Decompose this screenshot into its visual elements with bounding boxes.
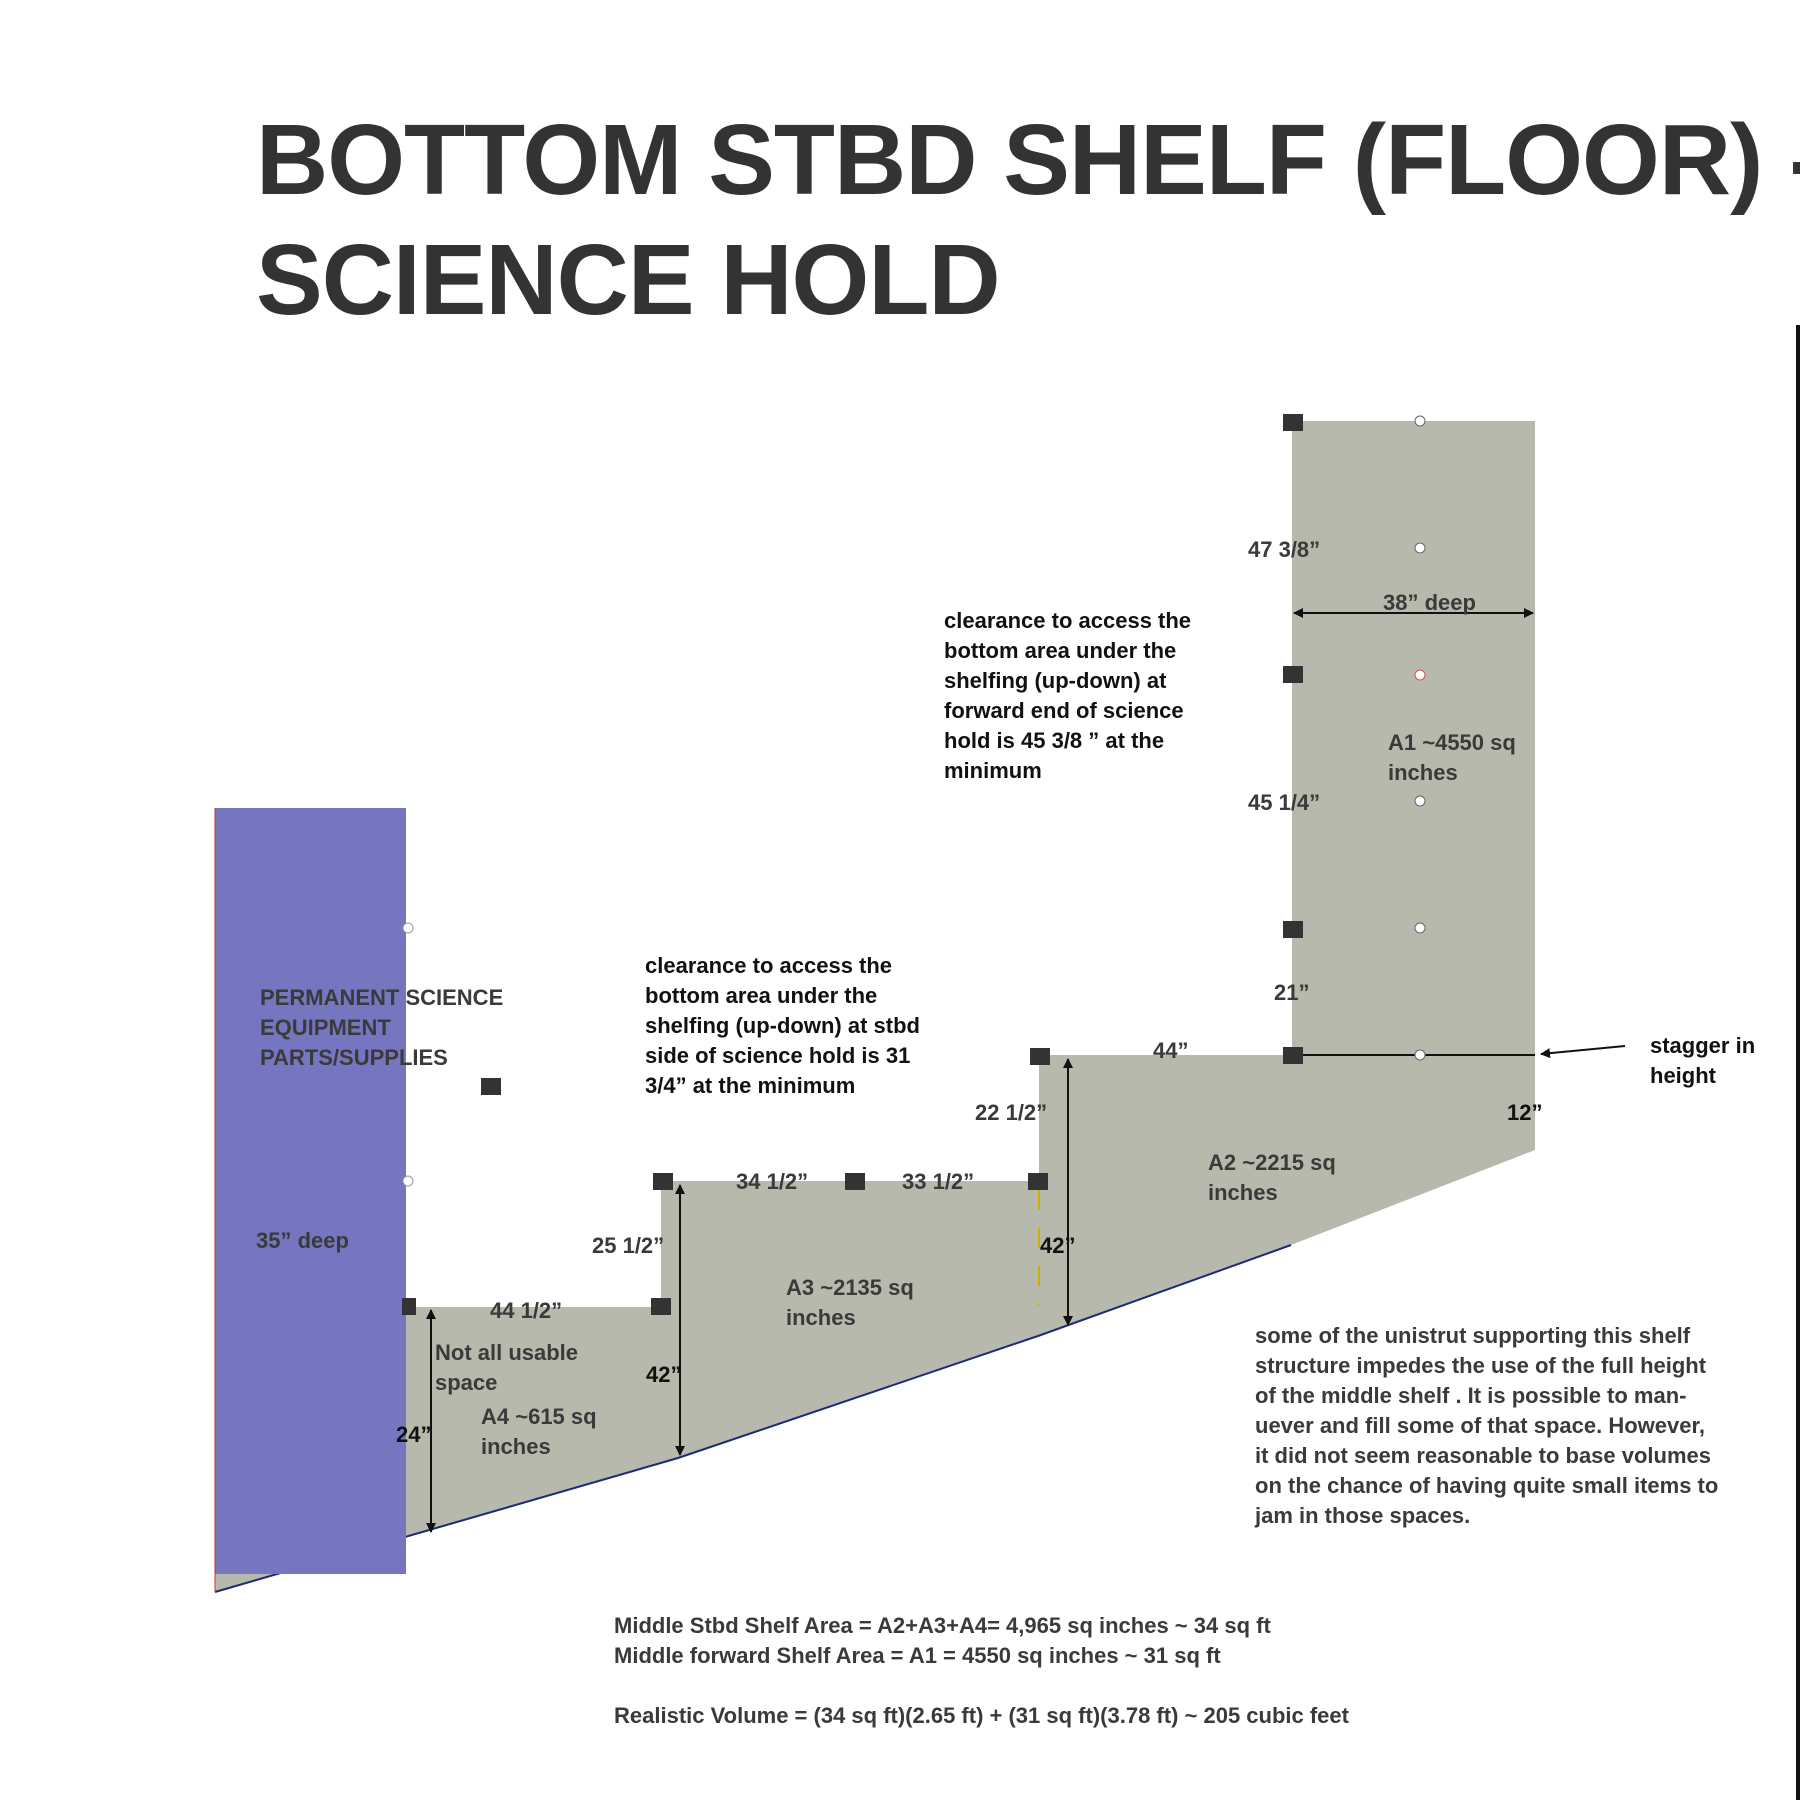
a2-label-line1: A2 ~2215 sq — [1208, 1150, 1336, 1175]
summary-line1: Middle Stbd Shelf Area = A2+A3+A4= 4,965… — [614, 1613, 1271, 1638]
summary-line3: Realistic Volume = (34 sq ft)(2.65 ft) +… — [614, 1703, 1349, 1728]
marker — [1283, 1047, 1303, 1064]
equipment-depth-label: 35” deep — [256, 1228, 349, 1253]
marker — [402, 1298, 416, 1315]
a2-label-line2: inches — [1208, 1180, 1278, 1205]
dim-45-1-4: 45 1/4” — [1248, 790, 1320, 815]
dim-21: 21” — [1274, 980, 1309, 1005]
corner-markers — [402, 414, 1303, 1315]
dim-25-1-2: 25 1/2” — [592, 1233, 664, 1258]
note-line: some of the unistrut supporting this she… — [1255, 1323, 1691, 1348]
dim-33-1-2: 33 1/2” — [902, 1169, 974, 1194]
equipment-block — [215, 808, 406, 1574]
note-line: minimum — [944, 758, 1042, 783]
a4-note-line1: Not all usable — [435, 1340, 578, 1365]
marker — [1030, 1048, 1050, 1065]
equipment-label-line1: PERMANENT SCIENCE — [260, 985, 503, 1010]
point — [402, 1175, 414, 1187]
a4-label-line1: A4 ~615 sq — [481, 1404, 597, 1429]
note-line: bottom area under the — [645, 983, 878, 1008]
note-line: height — [1650, 1063, 1716, 1088]
note-line: stagger in — [1650, 1033, 1756, 1058]
marker — [1283, 666, 1303, 683]
point — [1414, 922, 1426, 934]
point — [1414, 1049, 1426, 1061]
note-line: clearance to access the — [944, 608, 1192, 633]
page-edge-mark — [1796, 325, 1800, 1800]
dim-38-deep: 38” deep — [1383, 590, 1476, 615]
note-line: of the middle shelf . It is possible to … — [1255, 1383, 1687, 1408]
point — [1414, 669, 1426, 681]
dim-44-1-2: 44 1/2” — [490, 1298, 562, 1323]
point — [1414, 542, 1426, 554]
equipment-label-line2: EQUIPMENT — [260, 1015, 391, 1040]
dim-24: 24” — [396, 1422, 431, 1447]
note-line: forward end of science — [944, 698, 1184, 723]
arrow-stagger — [1540, 1045, 1626, 1059]
dim-22-1-2: 22 1/2” — [975, 1100, 1047, 1125]
marker — [1283, 921, 1303, 938]
note-line: on the chance of having quite small item… — [1255, 1473, 1719, 1498]
point — [1414, 795, 1426, 807]
note-line: hold is 45 3/8 ” at the — [944, 728, 1165, 753]
note-line: bottom area under the — [944, 638, 1177, 663]
page-title-line2: SCIENCE HOLD — [256, 224, 1001, 336]
marker — [481, 1078, 501, 1095]
marker — [653, 1173, 673, 1190]
centerline-points — [402, 415, 1426, 1187]
note-line: clearance to access the — [645, 953, 893, 978]
note-line: it did not seem reasonable to base volum… — [1255, 1443, 1712, 1468]
dim-42-left: 42” — [646, 1362, 681, 1387]
a4-label-line2: inches — [481, 1434, 551, 1459]
marker — [1283, 414, 1303, 431]
marker — [1028, 1173, 1048, 1190]
a1-label-line2: inches — [1388, 760, 1458, 785]
dim-42-right: 42” — [1040, 1233, 1075, 1258]
marker — [651, 1298, 671, 1315]
a4-note-line2: space — [435, 1370, 497, 1395]
page-title-line1: BOTTOM STBD SHELF (FLOOR) - — [256, 104, 1800, 216]
marker — [845, 1173, 865, 1190]
forward-clearance-note: clearance to access the bottom area unde… — [944, 606, 1191, 786]
dim-47-3-8: 47 3/8” — [1248, 537, 1320, 562]
note-line: shelfing (up-down) at stbd — [645, 1013, 920, 1038]
unistrut-note: some of the unistrut supporting this she… — [1255, 1321, 1718, 1531]
stagger-note: stagger in height — [1650, 1031, 1755, 1091]
summary-line2: Middle forward Shelf Area = A1 = 4550 sq… — [614, 1643, 1221, 1668]
a3-label-line1: A3 ~2135 sq — [786, 1275, 914, 1300]
note-line: shelfing (up-down) at — [944, 668, 1167, 693]
point — [402, 922, 414, 934]
a1-label-line1: A1 ~4550 sq — [1388, 730, 1516, 755]
dim-12: 12” — [1507, 1100, 1542, 1125]
note-line: structure impedes the use of the full he… — [1255, 1353, 1707, 1378]
dim-34-1-2: 34 1/2” — [736, 1169, 808, 1194]
note-line: jam in those spaces. — [1255, 1503, 1471, 1528]
a3-label-line2: inches — [786, 1305, 856, 1330]
dim-44: 44” — [1153, 1038, 1188, 1063]
note-line: uever and fill some of that space. Howev… — [1255, 1413, 1705, 1438]
note-line: 3/4” at the minimum — [645, 1073, 856, 1098]
equipment-label-line3: PARTS/SUPPLIES — [260, 1045, 448, 1070]
note-line: side of science hold is 31 — [645, 1043, 911, 1068]
stbd-clearance-note: clearance to access the bottom area unde… — [645, 951, 920, 1101]
point — [1414, 415, 1426, 427]
shelf-bottom-edge — [214, 1244, 1292, 1593]
